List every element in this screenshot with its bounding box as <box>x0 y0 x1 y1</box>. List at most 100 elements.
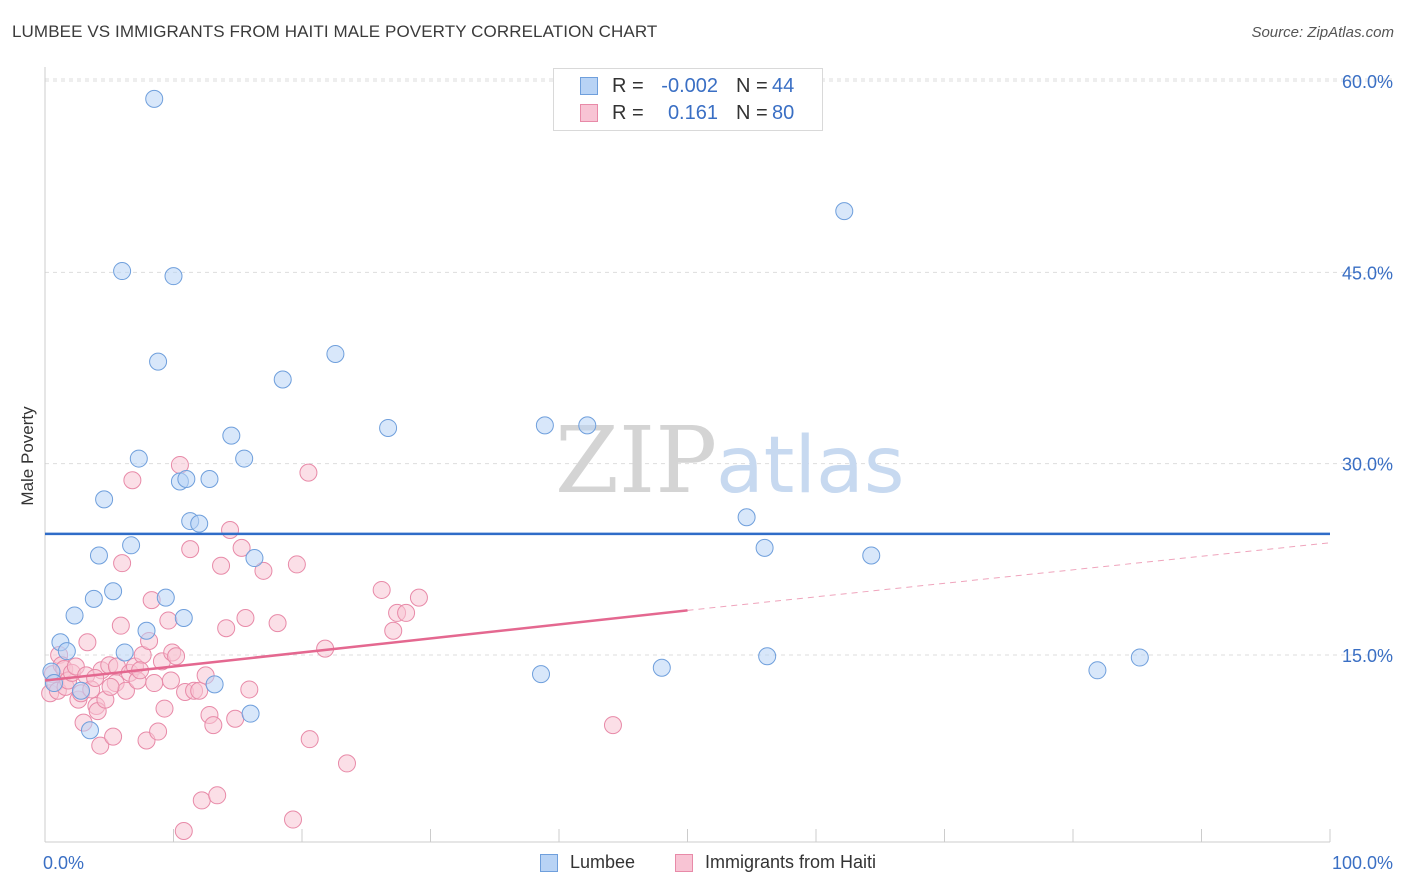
y-tick-label: 30.0% <box>1342 455 1393 475</box>
axes <box>44 67 1331 843</box>
y-tick-label: 60.0% <box>1342 72 1393 92</box>
lumbee-point <box>113 262 132 281</box>
haiti-point <box>212 556 231 575</box>
lumbee-point <box>755 538 774 557</box>
legend-label-lumbee: Lumbee <box>570 852 636 872</box>
n-label: N = <box>736 74 768 97</box>
haiti-point <box>181 540 200 559</box>
x-tick-label-max: 100.0% <box>1332 853 1393 873</box>
haiti-point <box>409 588 428 607</box>
lumbee-point <box>835 202 854 221</box>
lumbee-point <box>71 681 90 700</box>
haiti-point <box>208 786 227 805</box>
haiti-point <box>372 580 391 599</box>
lumbee-point <box>57 642 76 661</box>
haiti-point <box>204 716 223 735</box>
haiti-point <box>268 614 287 633</box>
haiti-point <box>337 754 356 773</box>
haiti-point <box>284 810 303 829</box>
haiti-point <box>78 633 97 652</box>
haiti-point <box>603 716 622 735</box>
haiti-point <box>226 709 245 728</box>
haiti-point <box>145 674 164 693</box>
lumbee-point <box>122 536 141 555</box>
haiti-point <box>111 616 130 635</box>
haiti-point <box>167 647 186 666</box>
lumbee-points <box>42 89 1149 740</box>
haiti-point <box>254 561 273 580</box>
lumbee-point <box>1130 648 1149 667</box>
lumbee-swatch <box>580 77 598 95</box>
lumbee-point <box>177 469 196 488</box>
lumbee-swatch <box>540 853 558 872</box>
lumbee-point <box>95 490 114 509</box>
r-value: 0.161 <box>667 101 718 124</box>
haiti-point <box>221 520 240 539</box>
n-label: N = <box>736 101 768 124</box>
lumbee-point <box>190 514 209 533</box>
lumbee-point <box>1088 661 1107 680</box>
haiti-point <box>104 727 123 746</box>
watermark-atlas: atlas <box>716 421 905 511</box>
haiti-point <box>384 621 403 640</box>
stats-legend: R = -0.002 N = 44 R = 0.161 N = 80 <box>553 68 823 131</box>
lumbee-point <box>156 588 175 607</box>
lumbee-point <box>115 643 134 662</box>
lumbee-point <box>222 426 241 445</box>
lumbee-point <box>145 89 164 108</box>
haiti-point <box>217 619 236 638</box>
stats-row-lumbee: R = -0.002 N = 44 <box>554 72 794 100</box>
y-tick-label: 15.0% <box>1342 646 1393 666</box>
haiti-swatch <box>675 853 693 872</box>
lumbee-point <box>84 589 103 608</box>
r-label: R = <box>612 101 644 124</box>
haiti-point <box>149 722 168 741</box>
lumbee-point <box>326 344 345 363</box>
haiti-point <box>161 671 180 690</box>
lumbee-point <box>652 658 671 677</box>
haiti-point <box>300 730 319 749</box>
lumbee-point <box>535 416 554 435</box>
tick-labels: 15.0% 30.0% 45.0% 60.0% 0.0% 100.0% <box>43 72 1393 873</box>
haiti-point <box>101 677 120 696</box>
lumbee-point <box>862 546 881 565</box>
haiti-point <box>155 699 174 718</box>
legend-item-lumbee[interactable]: Lumbee <box>540 852 635 873</box>
lumbee-point <box>129 449 148 468</box>
haiti-swatch <box>580 104 598 122</box>
lumbee-point <box>137 621 156 640</box>
lumbee-point <box>737 508 756 527</box>
haiti-point <box>232 538 251 557</box>
lumbee-point <box>379 418 398 437</box>
r-value: -0.002 <box>661 74 718 97</box>
source-label: Source: ZipAtlas.com <box>1251 24 1394 41</box>
haiti-point <box>192 791 211 810</box>
haiti-point <box>91 736 110 755</box>
lumbee-point <box>104 582 123 601</box>
lumbee-point <box>273 370 292 389</box>
lumbee-point <box>200 469 219 488</box>
lumbee-point <box>89 546 108 565</box>
haiti-point <box>240 680 259 699</box>
haiti-point <box>190 681 209 700</box>
lumbee-point <box>44 674 63 693</box>
legend-label-haiti: Immigrants from Haiti <box>705 852 877 872</box>
lumbee-point <box>149 352 168 371</box>
x-tick-label-min: 0.0% <box>43 853 84 873</box>
lumbee-point <box>164 267 183 286</box>
haiti-point <box>123 471 142 490</box>
y-axis-label: Male Poverty <box>18 406 37 506</box>
haiti-point <box>397 603 416 622</box>
haiti-point <box>287 555 306 574</box>
lumbee-point <box>245 549 264 568</box>
haiti-point <box>174 822 193 841</box>
lumbee-point <box>241 704 260 723</box>
haiti-point <box>113 554 132 573</box>
lumbee-point <box>65 606 84 625</box>
n-value: 44 <box>772 74 795 97</box>
haiti-trend-extension <box>687 542 1331 611</box>
lumbee-point <box>235 449 254 468</box>
watermark: ZIP atlas <box>555 407 905 514</box>
legend-item-haiti[interactable]: Immigrants from Haiti <box>675 852 876 873</box>
